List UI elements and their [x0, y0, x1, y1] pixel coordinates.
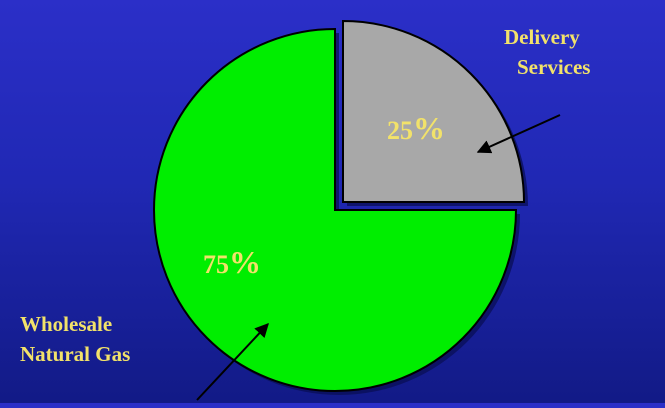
delivery-percentage-label: 25% [387, 110, 445, 147]
callout-arrow-layer [196, 114, 561, 401]
wholesale-callout-arrow [196, 322, 269, 401]
wholesale-percentage-sign: % [229, 244, 261, 280]
wholesale-label-line-1: Wholesale [20, 312, 113, 336]
pie-slice-layer [153, 19, 526, 392]
delivery-label-line-1: Delivery [504, 25, 580, 49]
wholesale-percentage-label: 75% [203, 244, 261, 281]
wholesale-percentage-number: 75 [203, 250, 229, 279]
delivery-services-label: Delivery Services [504, 22, 590, 82]
pie-slice-wholesale-natural-gas [153, 27, 518, 392]
wholesale-natural-gas-label: Wholesale Natural Gas [20, 309, 130, 369]
delivery-percentage-number: 25 [387, 116, 413, 145]
delivery-percentage-sign: % [413, 110, 445, 146]
pie-slice-delivery-services [342, 19, 526, 203]
delivery-label-line-2: Services [517, 55, 591, 79]
wholesale-label-line-2: Natural Gas [20, 342, 131, 366]
delivery-callout-arrow [476, 114, 561, 154]
